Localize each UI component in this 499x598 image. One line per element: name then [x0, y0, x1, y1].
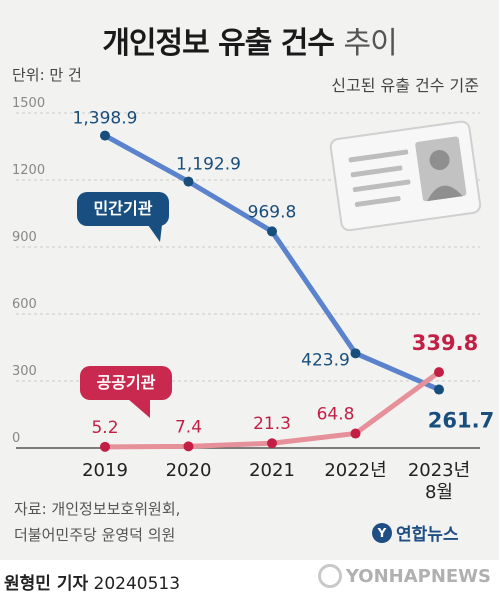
data-label: 1,192.9 — [176, 155, 241, 175]
data-point — [434, 384, 444, 395]
reporter-name: 원형민 기자 — [4, 574, 89, 594]
y-tick-label: 1200 — [12, 163, 45, 178]
yonhapnews-watermark: YONHAPNEWS — [317, 564, 491, 588]
y-tick-label: 900 — [12, 230, 37, 245]
y-axis-ticks: 0 300 600 900 1200 1500 — [12, 96, 45, 446]
y-tick-label: 300 — [12, 364, 37, 379]
data-point — [100, 441, 110, 452]
x-axis-ticks: 2019 2020 2021 2022년 2023년 8월 — [82, 460, 470, 500]
id-card-line — [352, 179, 411, 193]
y-tick-label: 600 — [12, 297, 37, 312]
x-tick-label: 2020 — [166, 460, 212, 481]
yonhap-ring-icon — [317, 564, 342, 588]
data-point — [434, 367, 444, 378]
legend-public: 공공기관 — [80, 366, 172, 400]
y-tick-label: 0 — [12, 431, 20, 446]
id-card-line — [348, 149, 409, 163]
data-label: 423.9 — [301, 350, 350, 370]
byline: 원형민 기자 20240513 — [4, 569, 180, 594]
x-tick-label: 2022년 — [324, 460, 386, 481]
data-point — [267, 438, 277, 449]
source-line-2: 더불어민주당 윤영덕 의원 — [14, 526, 176, 544]
page-title: 개인정보 유출 건수 추이 — [0, 18, 499, 62]
unit-label: 단위: 만 건 — [12, 66, 82, 84]
footer: 원형민 기자 20240513 YONHAPNEWS — [0, 560, 499, 598]
data-label: 7.4 — [175, 417, 202, 437]
data-label: 5.2 — [91, 418, 118, 438]
legend-private-label: 민간기관 — [93, 199, 153, 218]
title-main: 개인정보 유출 건수 — [102, 26, 335, 61]
data-label: 261.7 — [428, 409, 494, 433]
publish-date: 20240513 — [93, 574, 181, 594]
data-label: 64.8 — [317, 405, 355, 425]
yonhap-logo: Y 연합뉴스 — [372, 520, 459, 545]
id-card-illustration — [329, 120, 482, 232]
x-tick-label: 2019 — [82, 460, 128, 481]
id-card-line — [350, 165, 403, 178]
title-suffix: 추이 — [343, 26, 397, 61]
data-point — [100, 130, 110, 141]
x-tick-label: 2021 — [249, 460, 295, 481]
data-label: 1,398.9 — [73, 109, 138, 129]
chart-subtitle: 신고된 유출 건수 기준 — [331, 76, 479, 95]
data-point — [267, 226, 277, 237]
y-tick-label: 1500 — [12, 96, 45, 111]
legend-public-label: 공공기관 — [96, 373, 156, 392]
series-points — [100, 130, 444, 452]
data-label: 21.3 — [253, 414, 291, 434]
source-line-1: 자료: 개인정보보호위원회, — [14, 500, 181, 518]
line-chart: 1,398.9 1,192.9 969.8 423.9 261.7 5.2 7.4 21.3 6… — [12, 96, 495, 500]
infographic-canvas: 개인정보 유출 건수 추이 단위: 만 건 신고된 유출 건수 기준 1,398… — [0, 0, 499, 560]
yonhap-mark-icon: Y — [372, 522, 392, 543]
data-point — [183, 176, 194, 187]
person-body-icon — [427, 185, 463, 202]
x-tick-label: 2023년 8월 — [408, 460, 470, 500]
watermark-text: YONHAPNEWS — [345, 565, 491, 587]
data-point — [350, 428, 361, 439]
data-label: 969.8 — [248, 202, 297, 222]
legend-private: 민간기관 — [77, 192, 169, 226]
data-label: 339.8 — [412, 331, 478, 355]
source-note: 자료: 개인정보보호위원회, 더불어민주당 윤영덕 의원 — [14, 496, 180, 548]
yonhap-logo-text: 연합뉴스 — [396, 525, 459, 545]
data-point — [183, 441, 194, 452]
series-labels: 1,398.9 1,192.9 969.8 423.9 261.7 5.2 7.4 21.3 6… — [73, 109, 495, 438]
data-point — [350, 348, 361, 359]
person-head-icon — [429, 149, 450, 170]
id-card-line — [354, 196, 401, 207]
